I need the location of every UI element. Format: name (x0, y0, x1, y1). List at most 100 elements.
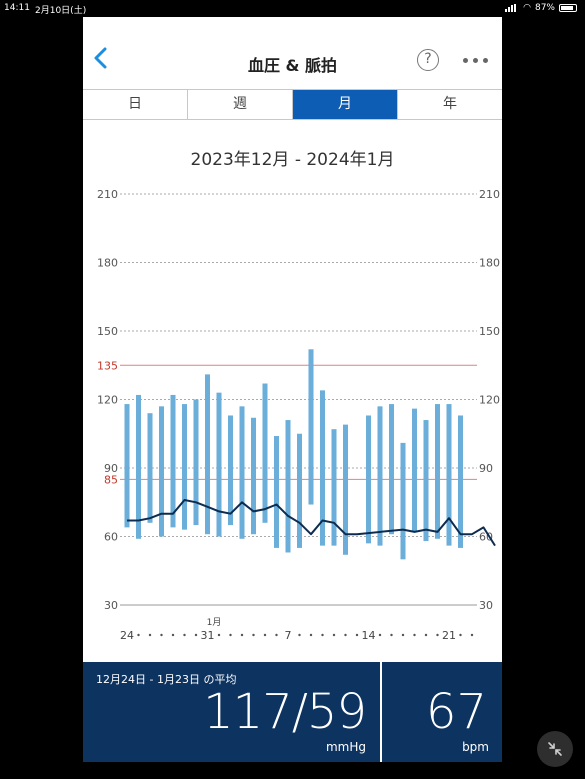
summary-period-label: 12月24日 - 1月23日 の平均 (96, 673, 237, 686)
x-tick-dot (344, 633, 347, 637)
tab-month[interactable]: 月 (292, 90, 397, 119)
bp-range-bar (147, 413, 153, 523)
bp-range-bar (331, 429, 337, 546)
chevron-left-icon[interactable] (93, 47, 107, 69)
nav-bar: 血圧 & 脈拍 ? (83, 17, 502, 89)
battery-percent: 87% (534, 3, 555, 13)
y-tick-left-180: 180 (97, 257, 118, 270)
x-tick-label-14: 14 (362, 629, 376, 642)
bp-range-bar (228, 415, 233, 526)
x-tick-dot (332, 633, 336, 637)
average-pulse-value: 67 (425, 684, 487, 740)
bp-range-bar (159, 406, 164, 537)
month-label: 1月 (207, 617, 222, 628)
x-tick-label-7: 7 (285, 629, 292, 642)
tab-day[interactable]: 日 (128, 96, 142, 112)
bp-range-bar (423, 420, 429, 542)
x-tick-dot (436, 633, 439, 637)
bp-unit: mmHg (325, 740, 366, 754)
x-tick-dot (183, 633, 186, 637)
bp-range-bar (343, 424, 348, 555)
x-tick-dot (459, 633, 462, 637)
x-tick-dot (309, 633, 313, 637)
bp-range-bar (170, 394, 176, 528)
bp-range-bar (446, 404, 452, 546)
bp-range-bar (216, 392, 222, 537)
bp-range-bar (251, 417, 256, 535)
bp-range-bar (274, 436, 279, 548)
x-tick-dot (378, 633, 382, 637)
x-tick-dot (229, 633, 232, 637)
bp-range-bar (435, 404, 440, 539)
period-range: 2023年12月 - 2024年1月 (190, 150, 395, 170)
x-tick-dot (424, 633, 428, 637)
wifi-icon: ◠ (523, 3, 531, 13)
bp-range-bar (320, 390, 325, 546)
bp-range-bar (205, 374, 210, 535)
help-button[interactable]: ? (417, 49, 439, 71)
bp-range-bar (389, 404, 394, 535)
reference-label-135: 135 (97, 359, 118, 372)
bp-range-bar (366, 415, 371, 544)
y-tick-right-180: 180 (479, 257, 500, 270)
bp-range-bar (400, 442, 406, 560)
battery-icon (559, 4, 577, 12)
page-title: 血圧 & 脈拍 (247, 56, 338, 75)
x-tick-dot (275, 633, 278, 637)
status-bar: 14:11 2月10日(土) ◠ 87% (0, 0, 585, 16)
y-tick-right-150: 150 (479, 325, 500, 338)
bp-range-bar (297, 433, 302, 548)
x-tick-dot (171, 633, 175, 637)
reference-label-85: 85 (104, 473, 118, 486)
y-tick-left-120: 120 (97, 394, 118, 407)
collapse-icon (548, 742, 562, 756)
x-tick-dot (148, 633, 152, 637)
battery-fill (561, 6, 574, 10)
bp-range-bar (308, 349, 314, 505)
x-tick-label-24: 24 (120, 629, 134, 642)
y-tick-left-90: 90 (104, 462, 118, 475)
x-tick-label-31: 31 (201, 629, 215, 642)
y-tick-left-30: 30 (104, 599, 118, 612)
x-tick-dot (401, 633, 405, 637)
collapse-button[interactable] (537, 731, 573, 767)
tab-week[interactable]: 週 (187, 90, 292, 119)
summary-divider (380, 662, 382, 762)
bp-range-bar (377, 406, 383, 546)
bp-range-bar (262, 383, 268, 523)
x-tick-dot (217, 633, 221, 637)
x-tick-dot (137, 633, 140, 637)
x-tick-dot (160, 633, 163, 637)
bp-range-bar (136, 394, 141, 539)
status-time: 14:11 (4, 3, 30, 13)
x-tick-dot (240, 633, 244, 637)
bp-range-bar (458, 415, 463, 548)
x-tick-dot (298, 633, 301, 637)
y-tick-right-90: 90 (479, 462, 493, 475)
x-tick-label-21: 21 (442, 629, 456, 642)
period-tabs: 日 週 月 年 (83, 89, 502, 120)
more-horizontal-icon[interactable] (458, 49, 492, 71)
pulse-unit: bpm (462, 740, 489, 754)
bp-range-bar (239, 406, 245, 539)
signal-icon (505, 4, 519, 12)
x-tick-dot (263, 633, 267, 637)
status-date: 2月10日(土) (35, 6, 87, 16)
app-screen: 血圧 & 脈拍 ? 日 週 月 年 2023年12月 - 2024年1月 30 3… (83, 17, 502, 762)
y-tick-right-30: 30 (479, 599, 493, 612)
y-tick-left-150: 150 (97, 325, 118, 338)
bp-range-bar (193, 399, 199, 526)
blood-pressure-chart: 30 30 60 60 90 90 120 120 150 150 180 180 210 210 135 8… (97, 188, 500, 642)
y-tick-right-120: 120 (479, 394, 500, 407)
x-tick-dot (194, 633, 198, 637)
y-tick-left-210: 210 (97, 188, 118, 201)
tab-year[interactable]: 年 (397, 90, 502, 119)
summary-panel: 12月24日 - 1月23日 の平均 117/59 mmHg 67 bpm (83, 662, 502, 762)
x-tick-dot (470, 633, 474, 637)
x-tick-dot (413, 633, 416, 637)
pulse-line (127, 499, 496, 547)
y-tick-right-210: 210 (479, 188, 500, 201)
bp-range-bar (124, 404, 130, 528)
bp-range-bar (182, 404, 187, 530)
status-right: ◠ 87% (505, 3, 577, 13)
